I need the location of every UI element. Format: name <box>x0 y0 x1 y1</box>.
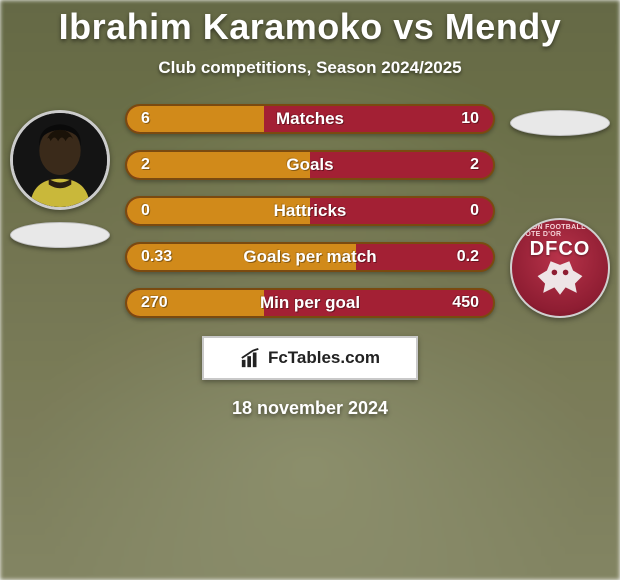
brand-label: FcTables.com <box>268 348 380 368</box>
stat-value-left: 2 <box>141 156 150 174</box>
comparison-card: Ibrahim Karamoko vs Mendy Club competiti… <box>0 0 620 580</box>
owl-icon <box>532 259 588 297</box>
stat-value-left: 0 <box>141 202 150 220</box>
stat-row: 2 Goals 2 <box>125 150 495 180</box>
stat-bars: 6 Matches 10 2 Goals 2 0 Hattricks 0 0.33 Goals pe… <box>125 104 495 318</box>
stat-value-right: 0.2 <box>457 248 479 266</box>
stat-fill-left <box>127 152 310 178</box>
stat-value-left: 6 <box>141 110 150 128</box>
stat-row: 6 Matches 10 <box>125 104 495 134</box>
player-right-club-crest: DIJON FOOTBALL COTE D'OR DFCO <box>510 218 610 318</box>
stat-row: 270 Min per goal 450 <box>125 288 495 318</box>
subtitle: Club competitions, Season 2024/2025 <box>158 58 461 78</box>
stat-row: 0.33 Goals per match 0.2 <box>125 242 495 272</box>
stat-row: 0 Hattricks 0 <box>125 196 495 226</box>
player-left-club-placeholder <box>10 222 110 248</box>
date-label: 18 november 2024 <box>232 398 388 419</box>
player-right-avatar-placeholder <box>510 110 610 136</box>
comparison-body: DIJON FOOTBALL COTE D'OR DFCO 6 Matches 10… <box>0 104 620 318</box>
stat-value-right: 2 <box>470 156 479 174</box>
stat-label: Goals <box>286 155 333 175</box>
stat-value-right: 450 <box>452 294 479 312</box>
player-silhouette-icon <box>13 113 107 207</box>
crest-content: DIJON FOOTBALL COTE D'OR DFCO <box>520 228 600 308</box>
crest-top-text: DIJON FOOTBALL COTE D'OR <box>520 224 600 238</box>
stat-value-right: 10 <box>461 110 479 128</box>
chart-icon <box>240 347 262 369</box>
stat-value-left: 270 <box>141 294 168 312</box>
player-left-avatar <box>10 110 110 210</box>
brand-box[interactable]: FcTables.com <box>202 336 418 380</box>
stat-label: Matches <box>276 109 344 129</box>
stat-value-left: 0.33 <box>141 248 172 266</box>
player-right-column: DIJON FOOTBALL COTE D'OR DFCO <box>510 110 610 318</box>
crest-abbr: DFCO <box>530 238 591 261</box>
stat-label: Hattricks <box>274 201 347 221</box>
stat-label: Min per goal <box>260 293 360 313</box>
page-title: Ibrahim Karamoko vs Mendy <box>59 6 562 48</box>
player-left-column <box>10 110 110 248</box>
stat-label: Goals per match <box>243 247 376 267</box>
stat-value-right: 0 <box>470 202 479 220</box>
